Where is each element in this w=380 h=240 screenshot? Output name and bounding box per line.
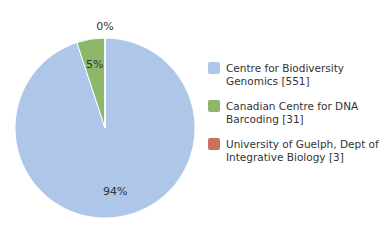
legend: Centre for BiodiversityGenomics [551] Can…	[208, 62, 379, 163]
slices	[15, 38, 195, 218]
data-label: 94%	[103, 185, 127, 198]
pie-slice	[105, 38, 106, 128]
legend-entry: University of Guelph, Dept ofIntegrative…	[226, 138, 379, 163]
legend-swatch	[208, 100, 220, 112]
legend-entry: Centre for BiodiversityGenomics [551]	[226, 62, 344, 87]
pie-slice	[15, 38, 195, 218]
data-labels: 94% 5% 0%	[86, 20, 127, 199]
legend-entry: Canadian Centre for DNABarcoding [31]	[226, 100, 359, 125]
legend-swatch	[208, 138, 220, 150]
chart-container: 94% 5% 0% Centre for BiodiversityGenomics […	[0, 0, 380, 240]
chart-svg: 94% 5% 0% Centre for BiodiversityGenomics […	[0, 0, 380, 240]
data-label: 5%	[86, 58, 103, 71]
legend-swatch	[208, 62, 220, 74]
pie-slice	[77, 38, 105, 128]
data-label: 0%	[96, 20, 113, 33]
